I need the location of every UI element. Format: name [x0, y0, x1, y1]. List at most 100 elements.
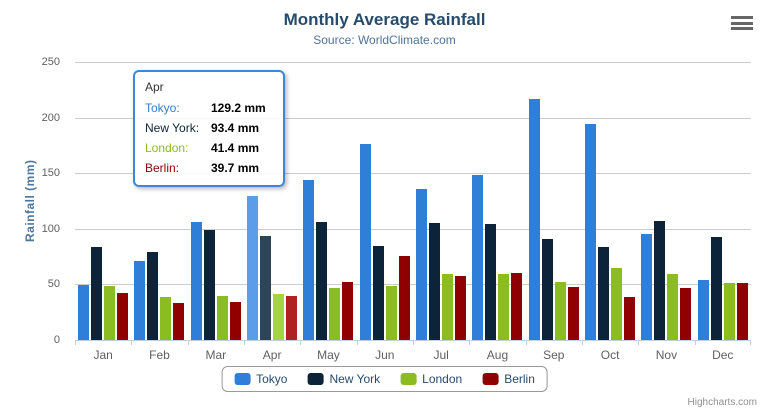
- bar-berlin-aug[interactable]: [511, 272, 523, 340]
- chart-title: Monthly Average Rainfall: [283, 10, 486, 29]
- bar-berlin-mar[interactable]: [229, 301, 241, 340]
- bar-tokyo-mar[interactable]: [190, 221, 202, 340]
- bar-london-apr[interactable]: [273, 293, 285, 340]
- x-tick-label: May: [317, 348, 340, 362]
- bar-london-jun[interactable]: [385, 286, 397, 340]
- category-mar: Mar: [188, 62, 244, 362]
- legend-label: Berlin: [504, 372, 535, 386]
- bar-berlin-feb[interactable]: [173, 303, 185, 340]
- x-tick-label: Dec: [712, 348, 734, 362]
- tooltip-header: Apr: [145, 80, 164, 94]
- legend-swatch-icon: [307, 373, 324, 385]
- bar-tokyo-dec[interactable]: [697, 279, 709, 340]
- tooltip-series-label: New York:: [145, 121, 200, 135]
- bar-london-dec[interactable]: [723, 283, 735, 340]
- bar-berlin-nov[interactable]: [680, 287, 692, 340]
- bar-berlin-sep[interactable]: [567, 287, 579, 340]
- bar-berlin-jun[interactable]: [398, 256, 410, 340]
- bar-new-york-jun[interactable]: [372, 246, 384, 340]
- bar-tokyo-feb[interactable]: [134, 260, 146, 340]
- x-tick-label: Jun: [375, 348, 395, 362]
- legend: Tokyo New York London Berlin: [221, 366, 548, 392]
- bar-new-york-apr[interactable]: [260, 236, 272, 340]
- legend-item-london[interactable]: London: [400, 372, 462, 386]
- x-axis-tick: [638, 340, 640, 345]
- x-axis-tick: [582, 340, 583, 345]
- bar-berlin-apr[interactable]: [286, 295, 298, 340]
- bar-new-york-feb[interactable]: [147, 252, 159, 340]
- x-axis-tick: [694, 340, 696, 345]
- tooltip-rows: Tokyo: 129.2 mm New York: 93.4 mm London: 41.…: [145, 98, 273, 178]
- x-tick-label: Aug: [486, 348, 509, 362]
- bar-london-oct[interactable]: [611, 267, 623, 340]
- x-tick-label: Jul: [433, 348, 449, 362]
- bar-london-sep[interactable]: [554, 281, 566, 340]
- hamburger-icon: [731, 27, 753, 30]
- legend-label: New York: [329, 372, 381, 386]
- bar-tokyo-may[interactable]: [303, 179, 315, 340]
- bar-new-york-may[interactable]: [316, 222, 328, 340]
- export-menu-button[interactable]: [731, 16, 753, 30]
- bar-new-york-sep[interactable]: [541, 238, 553, 340]
- tooltip: Apr Tokyo: 129.2 mm New York: 93.4 mm London…: [133, 70, 285, 187]
- legend-swatch-icon: [234, 373, 251, 385]
- category-sep: Sep: [526, 62, 582, 362]
- bar-tokyo-oct[interactable]: [585, 124, 597, 340]
- credits-link[interactable]: Highcharts.com: [687, 397, 757, 408]
- bar-new-york-jan[interactable]: [91, 247, 103, 340]
- bar-new-york-nov[interactable]: [654, 221, 666, 340]
- x-axis-tick: [750, 340, 751, 345]
- bar-new-york-oct[interactable]: [598, 247, 610, 340]
- bar-berlin-may[interactable]: [342, 281, 354, 340]
- legend-swatch-icon: [482, 373, 499, 385]
- category-oct: Oct: [582, 62, 638, 362]
- bar-berlin-jan[interactable]: [117, 292, 129, 340]
- legend-item-new-york[interactable]: New York: [307, 372, 380, 386]
- bar-london-may[interactable]: [329, 287, 341, 340]
- category-jul: Jul: [413, 62, 469, 362]
- legend-item-berlin[interactable]: Berlin: [482, 372, 535, 386]
- x-tick-label: Nov: [655, 348, 678, 362]
- y-tick-label: 50: [47, 278, 60, 291]
- bar-tokyo-jul[interactable]: [416, 189, 428, 340]
- bar-tokyo-sep[interactable]: [528, 99, 540, 340]
- bar-groups: Jan Feb Mar Apr May Jun Jul Aug Sep Oct Nov Dec: [75, 62, 751, 362]
- bar-tokyo-jun[interactable]: [359, 144, 371, 340]
- gridline: [75, 284, 751, 286]
- bar-new-york-dec[interactable]: [710, 237, 722, 340]
- bar-new-york-jul[interactable]: [429, 223, 441, 340]
- x-axis-tick: [131, 340, 133, 345]
- tooltip-row-berlin: Berlin: 39.7 mm: [145, 158, 273, 178]
- bar-tokyo-jan[interactable]: [78, 284, 90, 340]
- bar-london-jul[interactable]: [442, 274, 454, 340]
- bar-tokyo-apr[interactable]: [247, 196, 259, 340]
- bar-london-feb[interactable]: [160, 296, 172, 340]
- bar-london-mar[interactable]: [216, 296, 228, 340]
- bar-tokyo-nov[interactable]: [641, 233, 653, 340]
- x-tick-label: Apr: [262, 348, 282, 362]
- bar-new-york-mar[interactable]: [203, 230, 215, 340]
- category-jun: Jun: [357, 62, 413, 362]
- y-axis-labels: 0 50 100 150 200 250: [0, 56, 66, 346]
- legend-item-tokyo[interactable]: Tokyo: [234, 372, 287, 386]
- x-axis-tick: [244, 340, 245, 345]
- x-tick-label: Sep: [543, 348, 565, 362]
- bar-berlin-dec[interactable]: [736, 283, 748, 340]
- bar-london-nov[interactable]: [667, 274, 679, 340]
- bar-berlin-oct[interactable]: [624, 296, 636, 340]
- tooltip-row-tokyo: Tokyo: 129.2 mm: [145, 98, 273, 118]
- category-jan: Jan: [75, 62, 131, 362]
- bar-london-jan[interactable]: [104, 285, 116, 340]
- legend-swatch-icon: [400, 373, 417, 385]
- tooltip-series-label: Berlin:: [145, 161, 180, 175]
- bar-new-york-aug[interactable]: [485, 224, 497, 340]
- legend-label: Tokyo: [256, 372, 288, 386]
- y-tick-label: 250: [41, 56, 60, 68]
- bar-tokyo-aug[interactable]: [472, 174, 484, 340]
- gridline: [75, 228, 751, 230]
- x-tick-label: Mar: [205, 348, 227, 362]
- x-tick-label: Oct: [600, 348, 620, 362]
- bar-london-aug[interactable]: [498, 273, 510, 340]
- bar-berlin-jul[interactable]: [455, 276, 467, 340]
